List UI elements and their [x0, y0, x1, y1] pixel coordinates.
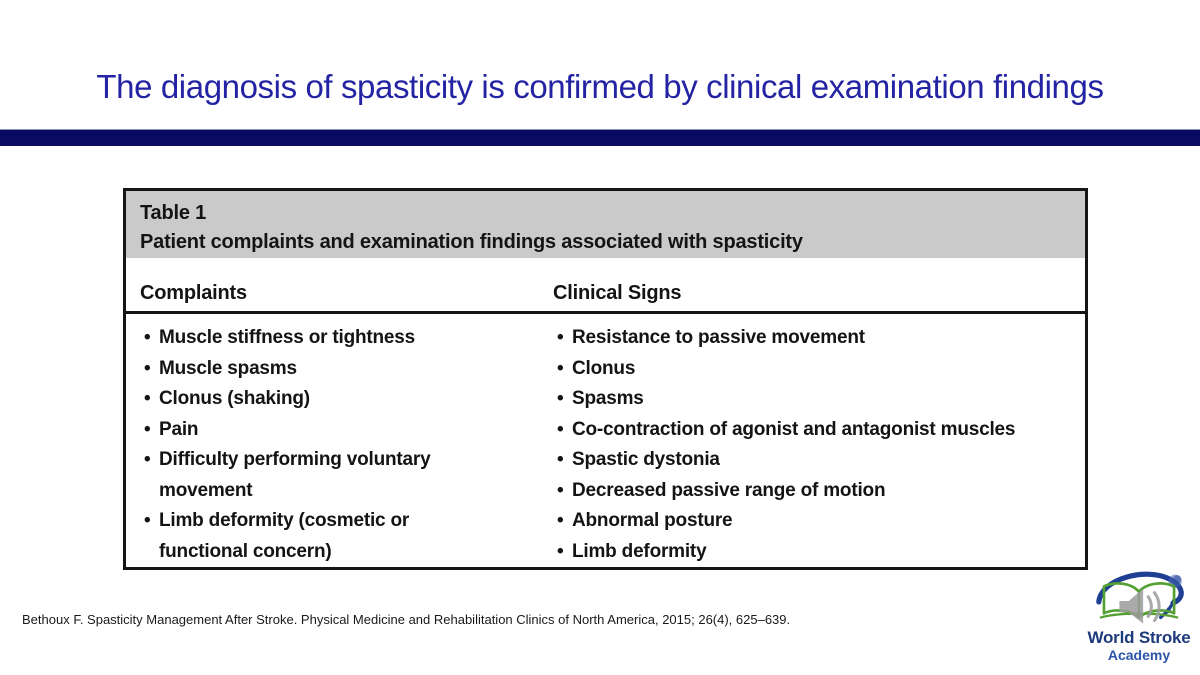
- clinical-signs-list: • Resistance to passive movement • Clonus …: [553, 323, 1075, 567]
- bullet-icon: •: [557, 540, 564, 562]
- bullet-icon: •: [144, 388, 151, 409]
- list-item-text: Clonus: [572, 357, 636, 379]
- list-item: • Muscle spasms: [140, 354, 553, 385]
- list-item-text: Limb deformity: [572, 540, 707, 562]
- list-item-text: Muscle spasms: [159, 357, 297, 379]
- list-item: • Co-contraction of agonist and antagonis…: [553, 415, 1075, 446]
- table-column-headers: Complaints Clinical Signs: [126, 258, 1085, 304]
- slide-title: The diagnosis of spasticity is confirmed…: [96, 68, 1104, 105]
- bullet-icon: •: [144, 357, 151, 379]
- bullet-icon: •: [557, 449, 564, 470]
- bullet-icon: •: [144, 510, 151, 531]
- list-item: • Resistance to passive movement: [553, 323, 1075, 354]
- logo-text-world-stroke: World Stroke: [1087, 628, 1191, 647]
- list-item-text: Pain: [159, 418, 199, 440]
- complaints-list: • Muscle stiffness or tightness • Muscle s…: [140, 323, 553, 567]
- list-item-text: Clonus (shaking): [159, 388, 310, 409]
- bullet-icon: •: [144, 418, 151, 440]
- list-item: • Limb deformity (cosmetic or functional …: [140, 506, 553, 567]
- list-item-text: Decreased passive range of motion: [572, 479, 886, 501]
- table-header: Table 1 Patient complaints and examinati…: [126, 191, 1085, 258]
- table-caption: Patient complaints and examination findi…: [140, 231, 803, 253]
- list-item: • Limb deformity: [553, 537, 1075, 568]
- list-item: • Spasms: [553, 384, 1075, 415]
- audio-speaker-icon: [1119, 588, 1161, 624]
- column-header-clinical-signs: Clinical Signs: [553, 282, 682, 304]
- column-header-complaints: Complaints: [140, 282, 247, 304]
- list-item-text: Spasms: [572, 388, 644, 409]
- reference-citation: Bethoux F. Spasticity Management After S…: [22, 612, 791, 627]
- bullet-icon: •: [557, 327, 564, 348]
- bullet-icon: •: [557, 388, 564, 409]
- list-item-text: Limb deformity (cosmetic or functional c…: [159, 510, 410, 562]
- list-item-text: Muscle stiffness or tightness: [159, 327, 416, 348]
- list-item-text: Difficulty performing voluntary movement: [159, 449, 431, 501]
- list-item: • Decreased passive range of motion: [553, 476, 1075, 507]
- logo-graphic: [1096, 571, 1184, 624]
- list-item: • Spastic dystonia: [553, 445, 1075, 476]
- world-stroke-academy-logo: World Stroke Academy: [1078, 570, 1200, 663]
- list-item-text: Spastic dystonia: [572, 449, 720, 470]
- bullet-icon: •: [144, 449, 151, 470]
- list-item: • Abnormal posture: [553, 506, 1075, 537]
- bullet-icon: •: [557, 479, 564, 501]
- table-figure: Table 1 Patient complaints and examinati…: [123, 188, 1088, 570]
- table-header-rule: [126, 311, 1085, 314]
- bullet-icon: •: [557, 510, 564, 531]
- table-number: Table 1: [140, 202, 207, 224]
- list-item-text: Co-contraction of agonist and antagonist…: [572, 418, 1016, 440]
- list-item: • Pain: [140, 415, 553, 446]
- bullet-icon: •: [557, 418, 564, 440]
- table-body: • Muscle stiffness or tightness • Muscle s…: [126, 314, 1085, 567]
- list-item: • Muscle stiffness or tightness: [140, 323, 553, 354]
- list-item-text: Resistance to passive movement: [572, 327, 865, 348]
- logo-text-academy: Academy: [1107, 647, 1171, 663]
- list-item: • Clonus: [553, 354, 1075, 385]
- list-item: • Clonus (shaking): [140, 384, 553, 415]
- bullet-icon: •: [557, 357, 564, 379]
- list-item-text: Abnormal posture: [572, 510, 733, 531]
- title-divider-bar: [0, 129, 1200, 146]
- bullet-icon: •: [144, 327, 151, 348]
- list-item: • Difficulty performing voluntary movemen…: [140, 445, 553, 506]
